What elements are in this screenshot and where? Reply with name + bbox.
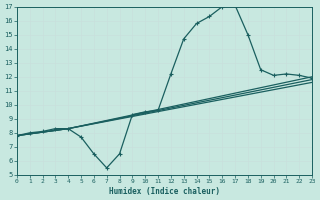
X-axis label: Humidex (Indice chaleur): Humidex (Indice chaleur) (109, 187, 220, 196)
